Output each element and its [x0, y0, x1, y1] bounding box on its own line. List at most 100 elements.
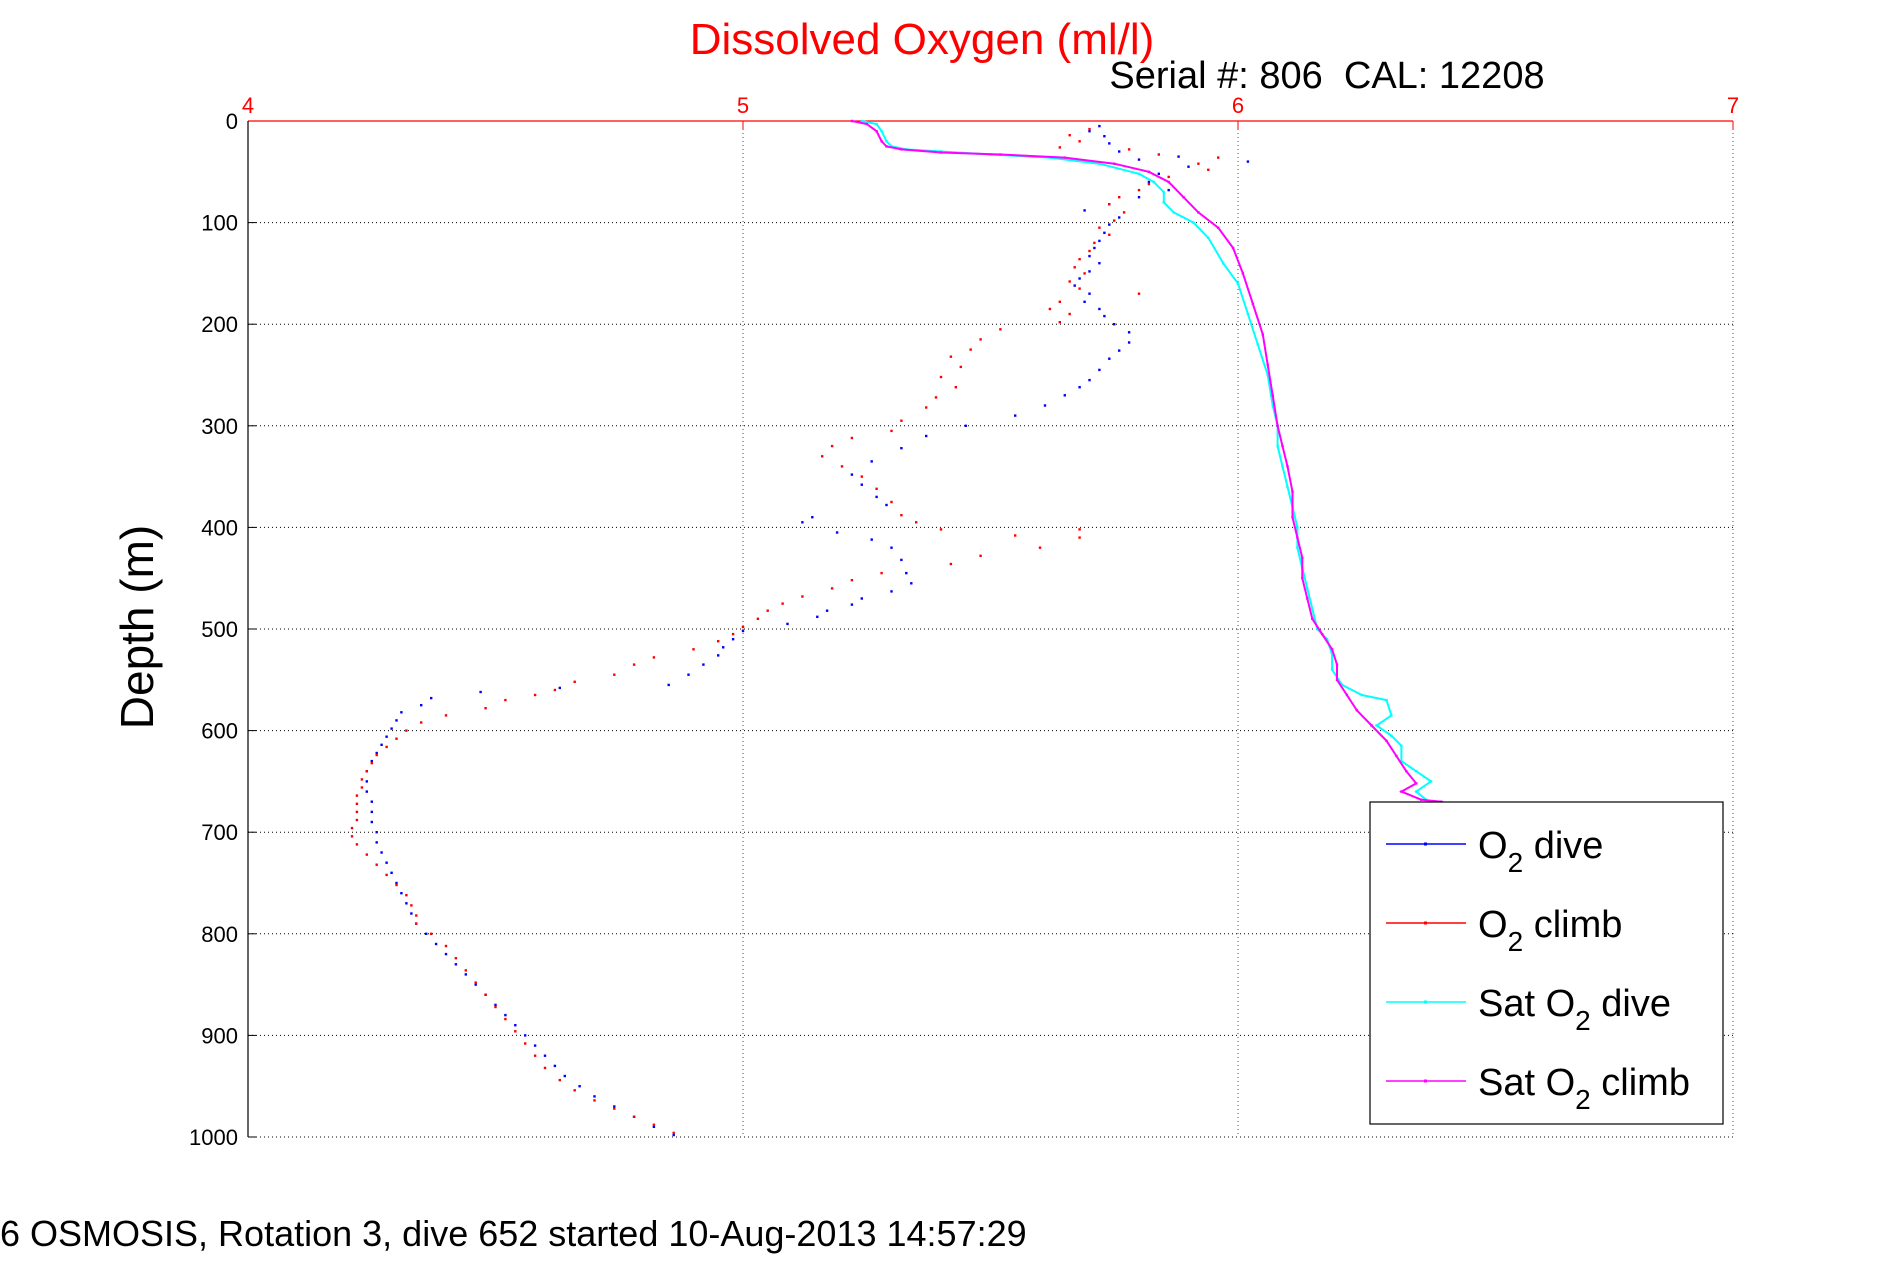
data-point [1113, 323, 1116, 326]
data-point [890, 590, 893, 593]
y-tick-label: 0 [226, 109, 238, 134]
data-point [672, 1131, 675, 1135]
data-point [1137, 172, 1141, 175]
data-point [830, 587, 834, 590]
data-point [1088, 378, 1091, 382]
data-point [484, 993, 487, 996]
data-point [1108, 142, 1111, 145]
data-point [365, 770, 368, 773]
data-point [1325, 638, 1329, 641]
data-point [850, 436, 854, 440]
data-point [355, 843, 359, 846]
data-point [1068, 280, 1071, 283]
data-point [410, 912, 413, 915]
data-point [380, 743, 383, 746]
data-point [1108, 357, 1111, 360]
data-point [717, 640, 720, 643]
data-point [1400, 790, 1403, 793]
data-point [1103, 135, 1106, 138]
data-point [464, 973, 467, 976]
data-point [504, 1013, 507, 1017]
data-point [1271, 404, 1274, 407]
data-point [672, 1133, 675, 1137]
data-point [375, 751, 378, 755]
data-point [1405, 770, 1408, 773]
data-point [1286, 465, 1289, 468]
data-point [524, 1034, 527, 1037]
data-point [781, 602, 784, 605]
data-point [875, 495, 878, 499]
data-point [479, 690, 482, 694]
data-point [1113, 162, 1116, 165]
data-point [860, 597, 863, 600]
data-point [1415, 770, 1418, 773]
data-point [385, 735, 388, 738]
data-point [1395, 754, 1398, 758]
y-tick-label: 1000 [189, 1125, 238, 1150]
data-point [454, 963, 458, 966]
data-point [825, 609, 829, 612]
data-point [1370, 724, 1373, 727]
data-point [860, 475, 863, 478]
data-point [1246, 312, 1250, 316]
data-point [1330, 668, 1334, 671]
data-point [375, 753, 378, 757]
y-tick-label: 100 [201, 211, 238, 236]
data-point [880, 140, 883, 143]
data-point [1098, 226, 1101, 229]
legend-label: O2 climb [1478, 904, 1622, 957]
y-tick-label: 400 [201, 515, 238, 540]
data-point [1207, 236, 1210, 239]
data-point [722, 646, 725, 649]
data-point [939, 375, 943, 379]
data-point [1088, 292, 1091, 295]
data-point [835, 531, 839, 534]
data-point [959, 365, 962, 369]
data-point [865, 122, 868, 126]
data-point [365, 790, 368, 793]
data-point [405, 729, 408, 732]
data-point [415, 914, 418, 917]
data-point [1088, 127, 1091, 131]
data-point [860, 483, 863, 486]
data-point [1415, 790, 1418, 793]
data-point [1093, 246, 1096, 250]
data-point [949, 562, 953, 566]
data-point [830, 444, 834, 448]
data-point [915, 521, 918, 524]
data-point [533, 1054, 537, 1057]
data-point [1083, 272, 1086, 275]
data-point [880, 571, 883, 575]
data-point [1078, 528, 1081, 531]
data-point [1330, 653, 1334, 656]
data-point [1182, 196, 1185, 199]
data-point [1147, 182, 1151, 186]
data-point [385, 745, 388, 749]
data-point [1108, 233, 1111, 236]
data-point [1098, 239, 1101, 243]
data-point [1207, 168, 1210, 171]
data-point [1197, 162, 1200, 165]
data-point [1340, 683, 1344, 687]
data-point [370, 800, 373, 803]
data-point [1088, 249, 1091, 253]
data-point [1420, 798, 1423, 801]
data-point [731, 638, 735, 641]
data-point [420, 721, 423, 724]
data-point [1375, 724, 1378, 727]
data-point [1157, 153, 1160, 156]
data-point [964, 424, 967, 427]
data-point [1177, 155, 1180, 158]
data-point [395, 719, 398, 722]
data-point [558, 1078, 561, 1082]
legend-box [1369, 801, 1724, 1125]
data-point [1385, 698, 1388, 702]
data-point [1251, 302, 1255, 306]
legend-label-base: O [1478, 825, 1508, 867]
data-point [1429, 780, 1433, 783]
data-point [1157, 172, 1160, 175]
data-point [434, 942, 438, 946]
data-point [1048, 307, 1052, 311]
data-point [400, 711, 403, 714]
legend-marker [1424, 1000, 1427, 1004]
